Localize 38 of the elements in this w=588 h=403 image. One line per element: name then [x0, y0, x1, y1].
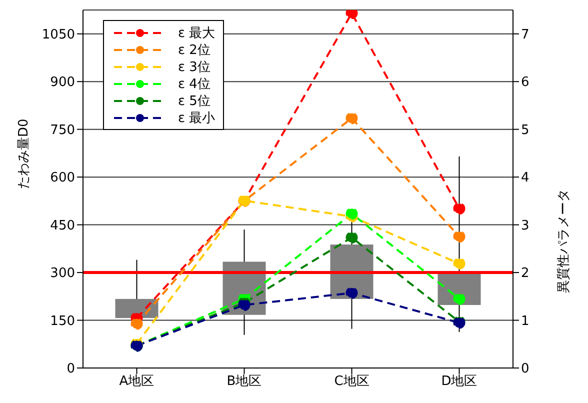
x-tick-label: D地区 — [441, 374, 478, 390]
y2-tick-label: 7 — [521, 27, 530, 42]
y-tick-label: 900 — [50, 75, 75, 90]
y2-tick-label: 4 — [521, 170, 530, 186]
x-tick-label: C地区 — [334, 374, 370, 390]
legend-label: ε 3位 — [178, 58, 210, 76]
y-tick-label: 600 — [50, 170, 75, 186]
x-tick-label: A地区 — [119, 374, 154, 390]
legend-label: ε 2位 — [178, 42, 210, 58]
y-tick-label: 750 — [50, 122, 75, 138]
y2-tick-label: 1 — [521, 314, 530, 329]
y-tick-label: 0 — [66, 362, 75, 377]
y-tick-label: 150 — [50, 314, 75, 329]
point — [346, 232, 358, 244]
y2-tick-label: 3 — [521, 218, 530, 234]
y-axis-title: たわみ量D0 — [16, 118, 32, 189]
point — [346, 10, 358, 20]
point — [346, 112, 358, 124]
point — [453, 202, 466, 215]
point — [453, 292, 466, 305]
legend-label: ε 5位 — [178, 92, 210, 110]
legend-label: ε 最小 — [178, 110, 216, 126]
point — [130, 318, 143, 330]
legend-label: ε 最大 — [178, 24, 216, 42]
x-tick-label: B地区 — [226, 374, 262, 390]
legend-label: ε 4位 — [178, 76, 210, 92]
y2-tick-label: 5 — [521, 122, 530, 138]
point — [346, 286, 358, 299]
y-tick-label: 1050 — [42, 27, 75, 42]
y2-tick-label: 6 — [521, 75, 530, 90]
point — [453, 230, 466, 243]
y2-axis-title: 異質性パラメータ — [556, 189, 572, 293]
point — [346, 208, 358, 220]
y2-tick-label: 0 — [521, 362, 530, 377]
y-tick-label: 450 — [50, 218, 75, 234]
point — [453, 258, 466, 270]
y-tick-label: 300 — [50, 266, 75, 282]
y2-tick-label: 2 — [521, 266, 530, 282]
